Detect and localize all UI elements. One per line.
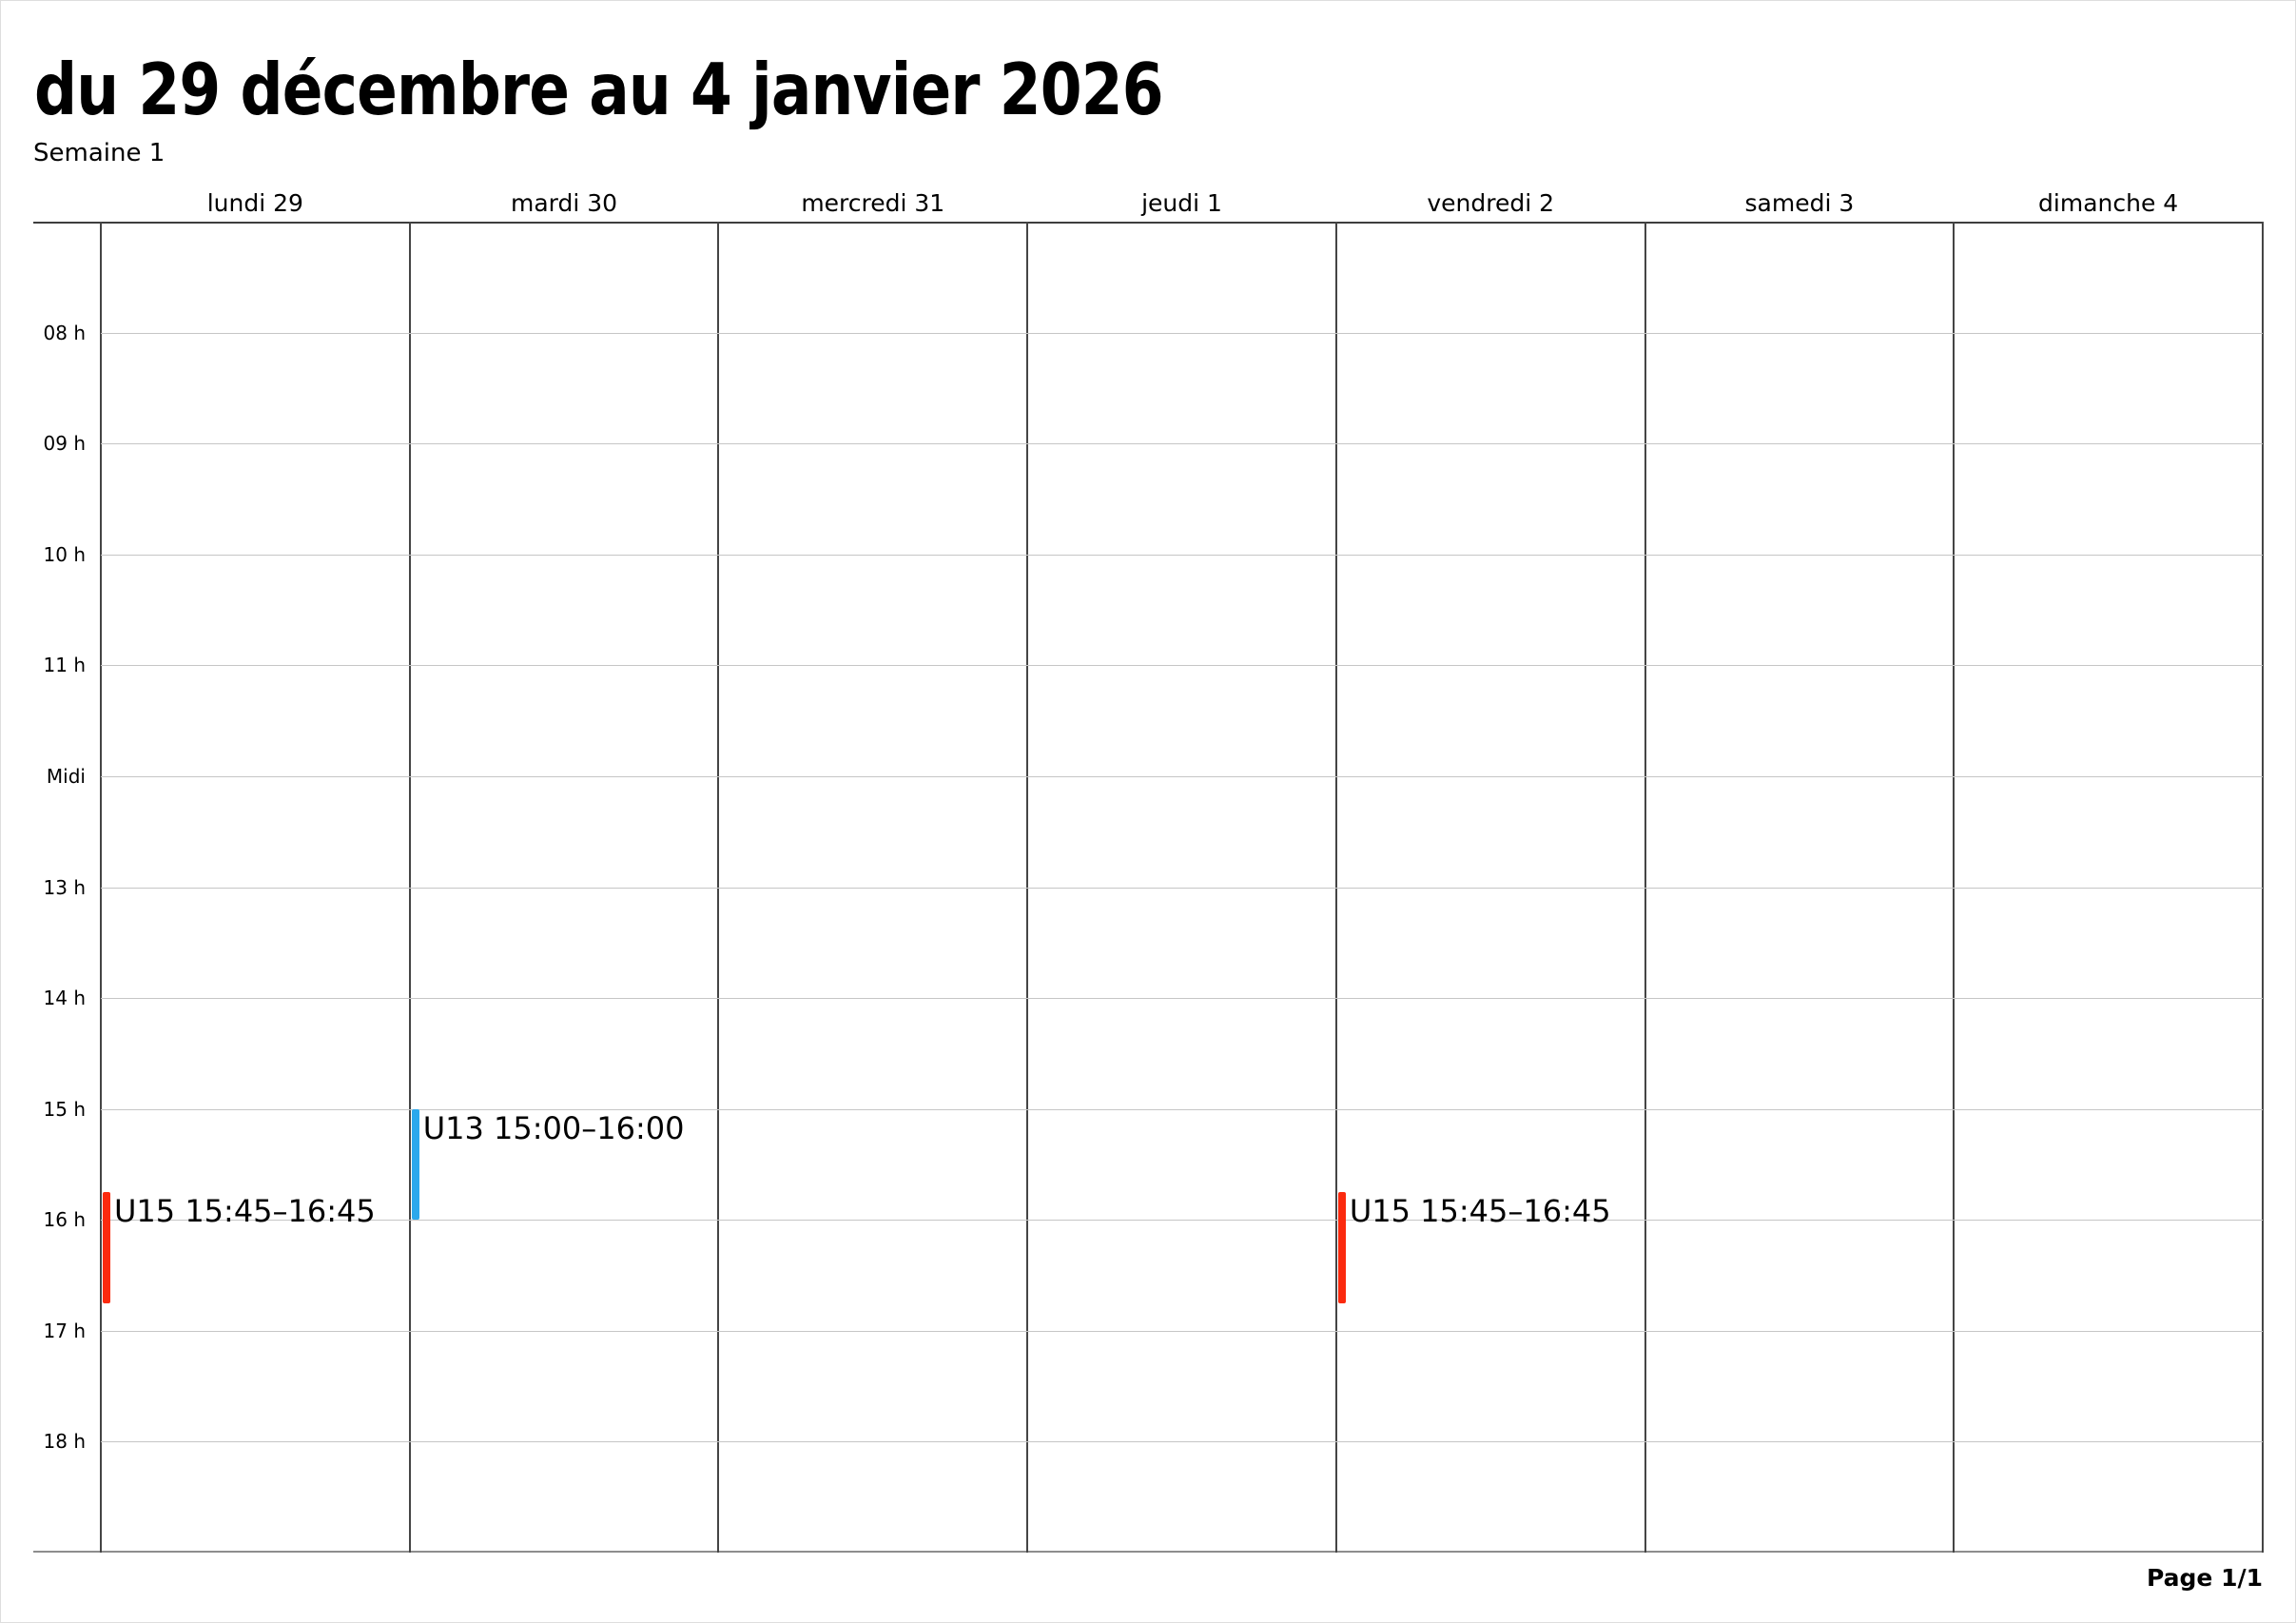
hour-line <box>101 775 2263 777</box>
time-label: 10 h <box>43 542 86 566</box>
hour-line <box>101 887 2263 889</box>
time-label: 08 h <box>43 321 86 344</box>
event-color-bar <box>411 1108 419 1221</box>
calendar-event: U15 15:45–16:45 <box>101 1192 410 1303</box>
time-label: 18 h <box>43 1430 86 1454</box>
week-subtitle: Semaine 1 <box>33 139 165 167</box>
time-label: 17 h <box>43 1319 86 1342</box>
hour-line <box>101 1108 2263 1110</box>
column-line <box>2262 222 2264 1553</box>
day-header-3: mercredi 31 <box>801 189 945 217</box>
event-label: U13 15:00–16:00 <box>422 1109 685 1146</box>
grid-top-border <box>33 222 2263 224</box>
day-header-6: samedi 3 <box>1744 189 1855 217</box>
page-number: Page 1/1 <box>2147 1564 2263 1592</box>
time-label: 14 h <box>43 987 86 1010</box>
hour-line <box>101 332 2263 334</box>
day-header-1: lundi 29 <box>206 189 303 217</box>
event-label: U15 15:45–16:45 <box>1349 1193 1611 1230</box>
event-label: U15 15:45–16:45 <box>114 1193 376 1230</box>
hour-line <box>101 998 2263 1000</box>
page-title: du 29 décembre au 4 janvier 2026 <box>34 48 1164 131</box>
hour-line <box>101 1220 2263 1222</box>
time-label: 16 h <box>43 1208 86 1232</box>
time-label: 11 h <box>43 654 86 677</box>
hour-line <box>101 554 2263 556</box>
calendar-event: U15 15:45–16:45 <box>1336 1192 1645 1303</box>
time-label: 13 h <box>43 875 86 899</box>
time-label: Midi <box>46 764 86 788</box>
day-header-7: dimanche 4 <box>2038 189 2179 217</box>
hour-line <box>101 665 2263 667</box>
time-label: 15 h <box>43 1097 86 1121</box>
grid-bottom-border <box>33 1551 2263 1553</box>
hour-line <box>101 443 2263 445</box>
day-header-5: vendredi 2 <box>1427 189 1555 217</box>
calendar-event: U13 15:00–16:00 <box>410 1108 719 1221</box>
hour-line <box>101 1330 2263 1332</box>
day-header-row: lundi 29 mardi 30 mercredi 31 jeudi 1 vendre… <box>33 188 2263 219</box>
event-color-bar <box>103 1192 110 1303</box>
time-label: 09 h <box>43 432 86 456</box>
week-grid: 08 h 09 h 10 h 11 h Midi 13 h 14 h 15 h 16 h 17 h… <box>33 222 2264 1553</box>
day-header-4: jeudi 1 <box>1141 189 1222 217</box>
day-header-2: mardi 30 <box>511 189 618 217</box>
event-color-bar <box>1337 1192 1346 1303</box>
hour-line <box>101 1441 2263 1443</box>
